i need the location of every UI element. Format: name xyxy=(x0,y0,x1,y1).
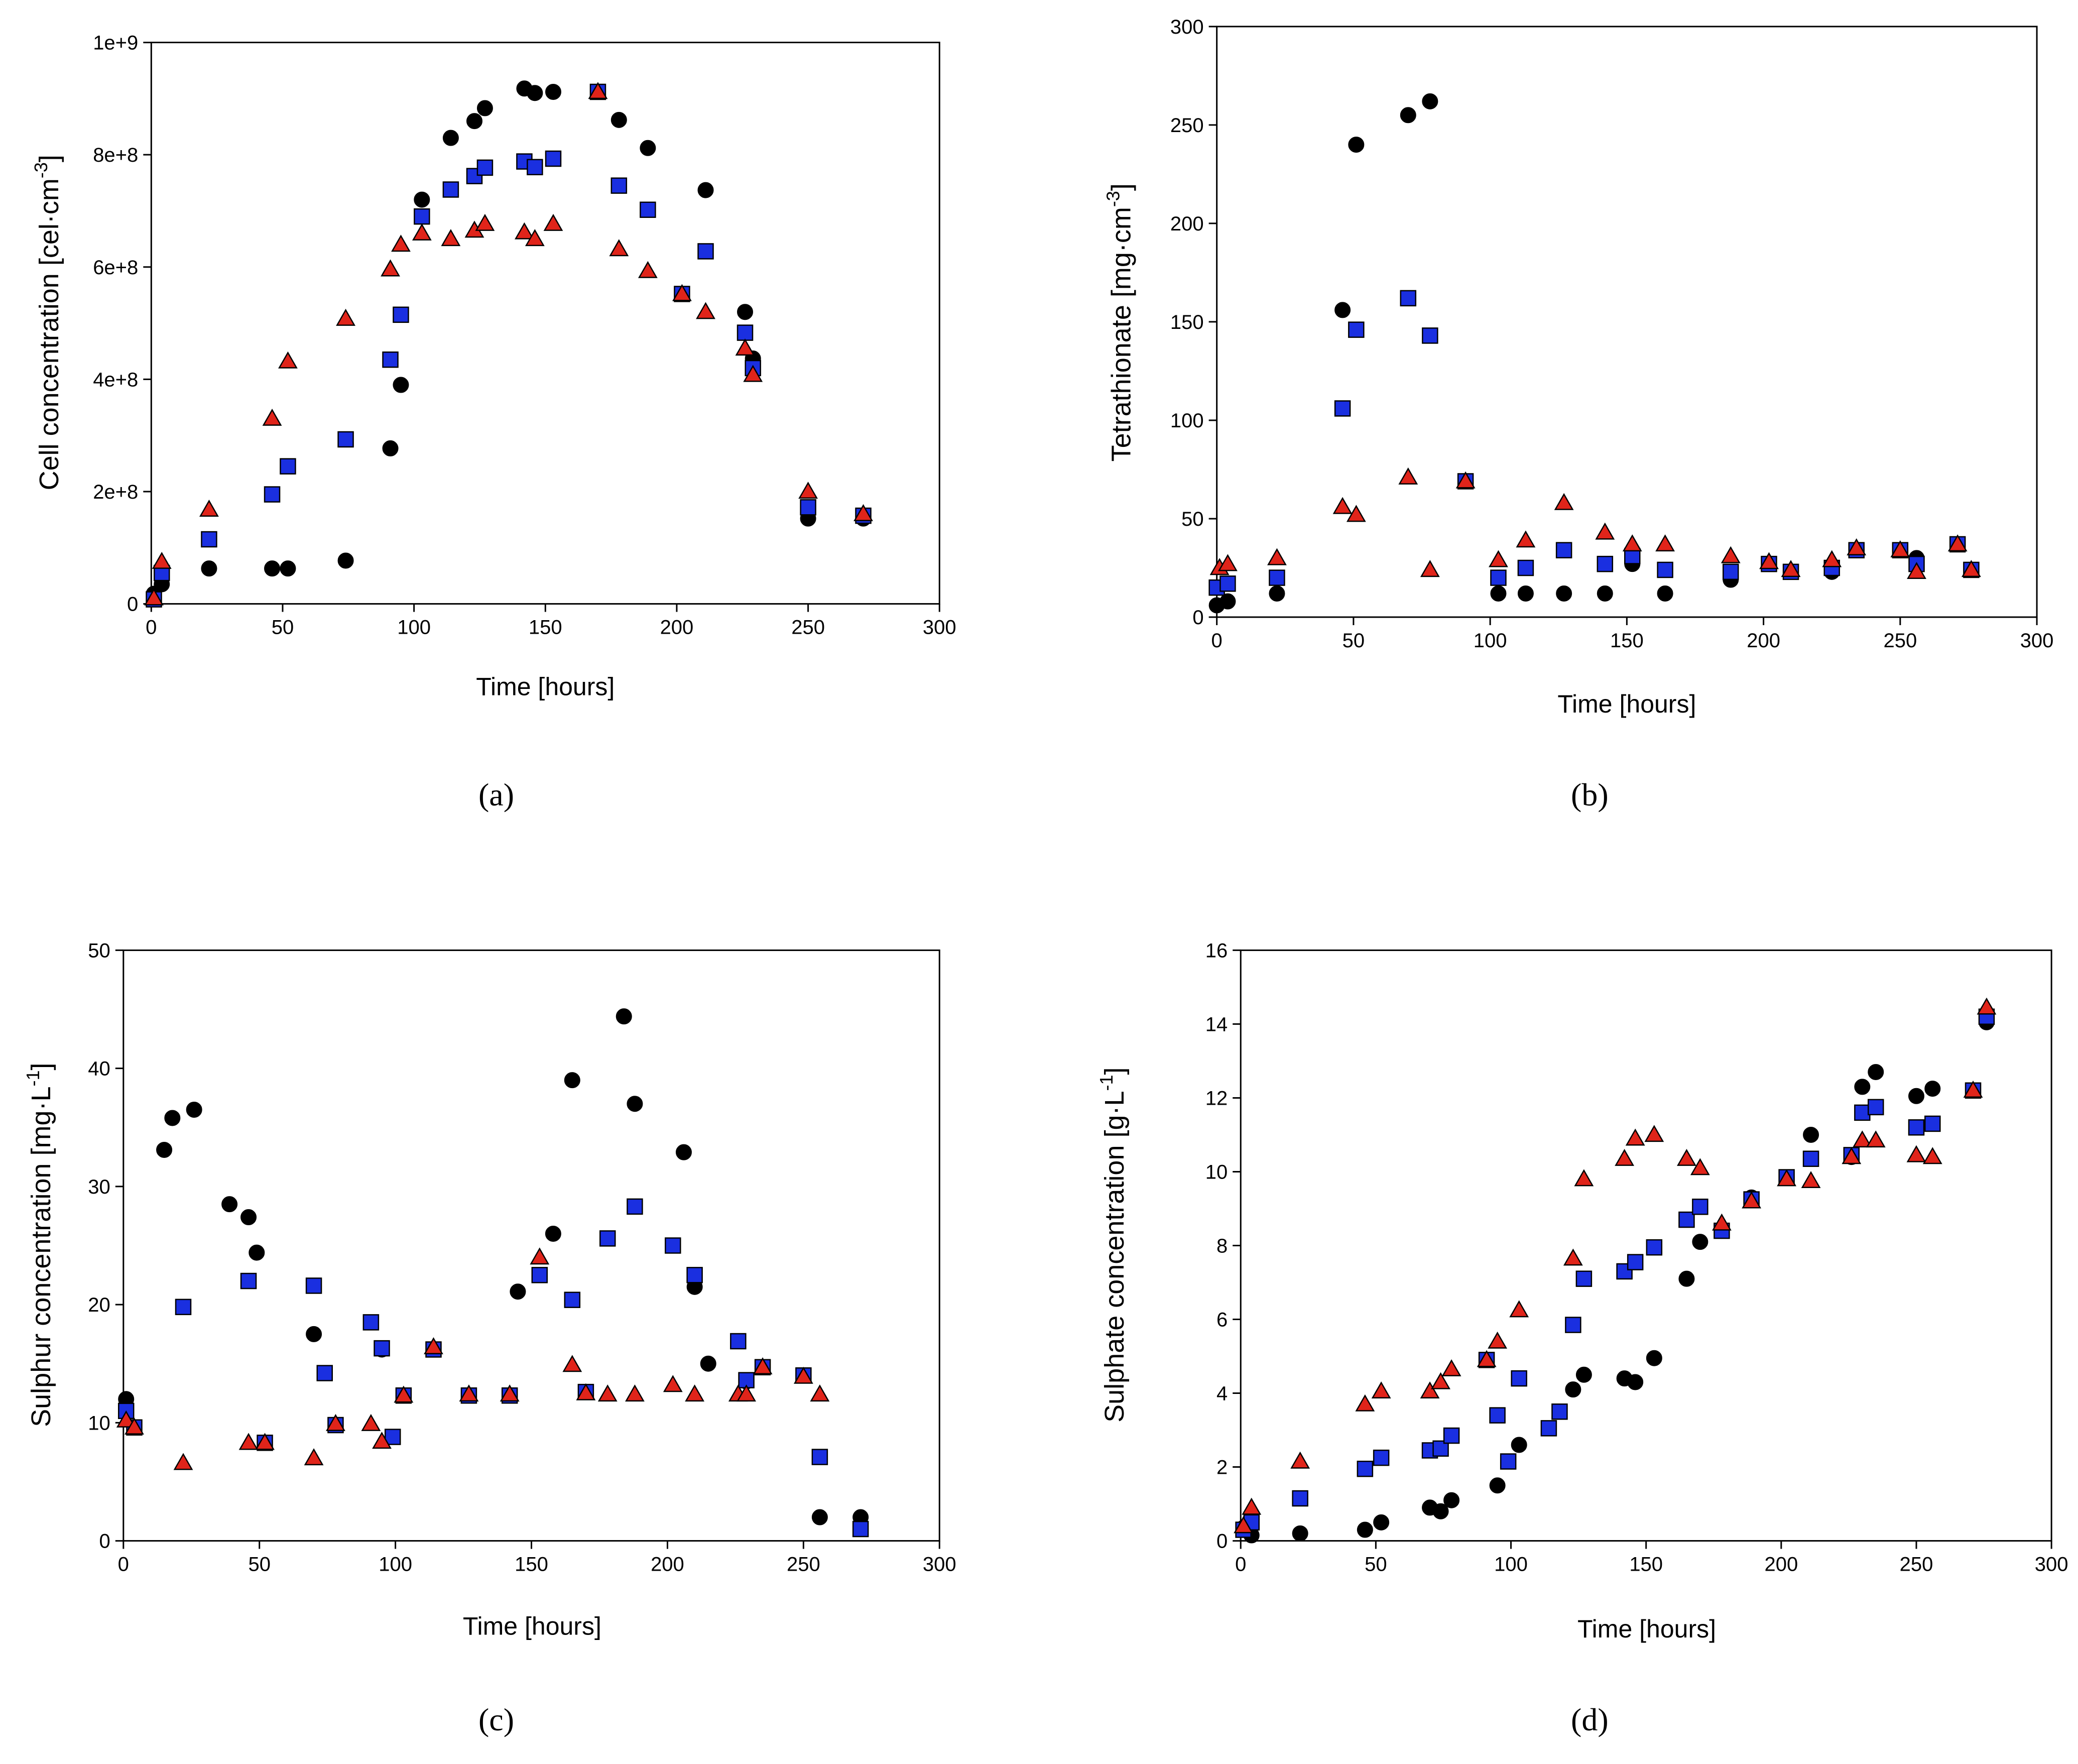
y-tick-label: 8e+8 xyxy=(93,144,138,166)
data-point-circle xyxy=(545,83,561,100)
y-tick-label: 1e+9 xyxy=(93,32,138,54)
data-point-square xyxy=(264,486,281,503)
data-point-square xyxy=(610,177,628,194)
data-point-square xyxy=(382,351,399,368)
data-point-triangle xyxy=(441,229,461,247)
data-point-circle xyxy=(201,560,217,577)
y-axis-label-sup: -3 xyxy=(31,162,51,178)
y-tick-label: 0 xyxy=(127,594,138,616)
data-point-circle xyxy=(442,130,459,146)
x-tick-label: 50 xyxy=(272,617,294,639)
data-point-triangle xyxy=(391,234,411,252)
data-point-circle xyxy=(527,85,543,101)
data-point-circle xyxy=(264,560,281,577)
data-point-triangle xyxy=(278,351,298,369)
data-point-circle xyxy=(466,113,482,130)
data-point-triangle xyxy=(515,222,534,240)
data-point-circle xyxy=(697,182,714,198)
x-tick-label: 200 xyxy=(660,617,694,639)
data-point-triangle xyxy=(381,259,400,277)
x-tick-label: 100 xyxy=(397,617,431,639)
y-axis-label: Cell concentration [cel·cm-3] xyxy=(31,155,64,490)
series-square xyxy=(146,83,872,608)
y-tick-label: 2e+8 xyxy=(93,481,138,503)
data-point-triangle xyxy=(696,302,715,319)
data-point-square xyxy=(201,531,217,548)
data-point-circle xyxy=(640,140,656,156)
x-tick-label: 300 xyxy=(923,617,956,639)
data-point-square xyxy=(393,306,409,323)
data-point-circle xyxy=(382,440,399,456)
data-point-square xyxy=(737,324,754,341)
data-point-triangle xyxy=(525,229,545,247)
y-tick-label: 6e+8 xyxy=(93,257,138,279)
data-point-triangle xyxy=(735,338,755,356)
data-point-triangle xyxy=(543,213,563,231)
data-point-square xyxy=(545,150,562,167)
data-point-circle xyxy=(737,304,754,320)
data-point-triangle xyxy=(743,365,763,382)
x-tick-label: 0 xyxy=(146,617,157,639)
y-axis-label-main: Cell concentration [cel·cm xyxy=(34,178,64,490)
data-point-triangle xyxy=(152,551,172,569)
x-tick-label: 250 xyxy=(791,617,825,639)
data-point-triangle xyxy=(475,213,495,231)
data-point-square xyxy=(442,181,459,198)
data-point-square xyxy=(337,431,354,448)
data-point-triangle xyxy=(412,223,432,241)
data-point-circle xyxy=(610,111,627,128)
panel-label-c: (c) xyxy=(478,1702,514,1738)
data-point-triangle xyxy=(199,499,219,517)
data-point-square xyxy=(800,499,816,516)
x-axis-label: Time [hours] xyxy=(476,672,615,700)
data-point-circle xyxy=(476,100,493,116)
data-point-triangle xyxy=(262,408,282,426)
data-point-square xyxy=(414,208,430,225)
x-tick-label: 150 xyxy=(529,617,562,639)
panel-label-a: (a) xyxy=(478,776,514,812)
data-point-circle xyxy=(393,377,409,393)
panel-label-b: (b) xyxy=(1571,776,1609,812)
series-triangle xyxy=(144,82,873,606)
data-point-triangle xyxy=(609,239,629,257)
data-point-triangle xyxy=(853,504,873,521)
data-point-circle xyxy=(337,552,354,569)
data-point-circle xyxy=(414,191,430,208)
panel-label-d: (d) xyxy=(1571,1702,1609,1738)
data-point-square xyxy=(280,458,296,475)
data-point-square xyxy=(697,243,714,260)
data-point-triangle xyxy=(638,261,658,278)
y-tick-label: 4e+8 xyxy=(93,369,138,391)
series-circle xyxy=(146,80,872,602)
data-point-triangle xyxy=(336,308,355,326)
data-point-triangle xyxy=(588,82,608,99)
data-point-triangle xyxy=(672,284,692,301)
plot-frame xyxy=(150,42,940,605)
data-point-triangle xyxy=(144,588,164,606)
data-point-triangle xyxy=(798,482,818,499)
data-point-square xyxy=(640,201,656,218)
data-point-circle xyxy=(280,560,296,577)
data-point-square xyxy=(476,159,494,176)
y-axis-label-tail: ] xyxy=(34,155,64,162)
data-point-square xyxy=(527,159,543,176)
